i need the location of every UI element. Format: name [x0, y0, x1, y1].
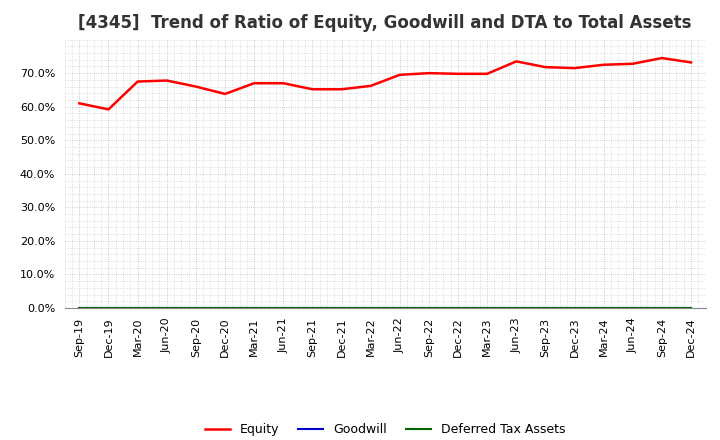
- Equity: [104, 107, 113, 112]
- Goodwill: [220, 305, 229, 311]
- Deferred Tax Assets: [629, 305, 637, 311]
- Equity: [366, 83, 375, 88]
- Deferred Tax Assets: [599, 305, 608, 311]
- Equity: [483, 71, 492, 77]
- Goodwill: [483, 305, 492, 311]
- Deferred Tax Assets: [250, 305, 258, 311]
- Deferred Tax Assets: [279, 305, 287, 311]
- Equity: [570, 66, 579, 71]
- Deferred Tax Assets: [192, 305, 200, 311]
- Goodwill: [395, 305, 404, 311]
- Deferred Tax Assets: [454, 305, 462, 311]
- Equity: [163, 78, 171, 83]
- Goodwill: [599, 305, 608, 311]
- Deferred Tax Assets: [220, 305, 229, 311]
- Equity: [133, 79, 142, 84]
- Goodwill: [104, 305, 113, 311]
- Equity: [629, 61, 637, 66]
- Goodwill: [163, 305, 171, 311]
- Deferred Tax Assets: [657, 305, 666, 311]
- Equity: [599, 62, 608, 67]
- Deferred Tax Assets: [104, 305, 113, 311]
- Equity: [454, 71, 462, 77]
- Deferred Tax Assets: [395, 305, 404, 311]
- Equity: [512, 59, 521, 64]
- Equity: [192, 84, 200, 89]
- Title: [4345]  Trend of Ratio of Equity, Goodwill and DTA to Total Assets: [4345] Trend of Ratio of Equity, Goodwil…: [78, 15, 692, 33]
- Deferred Tax Assets: [541, 305, 550, 311]
- Equity: [220, 92, 229, 97]
- Deferred Tax Assets: [483, 305, 492, 311]
- Goodwill: [570, 305, 579, 311]
- Deferred Tax Assets: [570, 305, 579, 311]
- Goodwill: [75, 305, 84, 311]
- Equity: [687, 60, 696, 65]
- Equity: [75, 101, 84, 106]
- Equity: [250, 81, 258, 86]
- Deferred Tax Assets: [133, 305, 142, 311]
- Goodwill: [192, 305, 200, 311]
- Deferred Tax Assets: [163, 305, 171, 311]
- Goodwill: [366, 305, 375, 311]
- Equity: [395, 72, 404, 77]
- Goodwill: [425, 305, 433, 311]
- Goodwill: [250, 305, 258, 311]
- Legend: Equity, Goodwill, Deferred Tax Assets: Equity, Goodwill, Deferred Tax Assets: [200, 418, 570, 440]
- Goodwill: [657, 305, 666, 311]
- Goodwill: [629, 305, 637, 311]
- Goodwill: [308, 305, 317, 311]
- Equity: [425, 70, 433, 76]
- Goodwill: [454, 305, 462, 311]
- Equity: [541, 65, 550, 70]
- Deferred Tax Assets: [308, 305, 317, 311]
- Deferred Tax Assets: [425, 305, 433, 311]
- Goodwill: [279, 305, 287, 311]
- Goodwill: [541, 305, 550, 311]
- Goodwill: [337, 305, 346, 311]
- Deferred Tax Assets: [366, 305, 375, 311]
- Goodwill: [512, 305, 521, 311]
- Deferred Tax Assets: [687, 305, 696, 311]
- Deferred Tax Assets: [337, 305, 346, 311]
- Goodwill: [133, 305, 142, 311]
- Line: Equity: Equity: [79, 58, 691, 110]
- Deferred Tax Assets: [512, 305, 521, 311]
- Equity: [279, 81, 287, 86]
- Deferred Tax Assets: [75, 305, 84, 311]
- Equity: [337, 87, 346, 92]
- Equity: [308, 87, 317, 92]
- Goodwill: [687, 305, 696, 311]
- Equity: [657, 55, 666, 61]
